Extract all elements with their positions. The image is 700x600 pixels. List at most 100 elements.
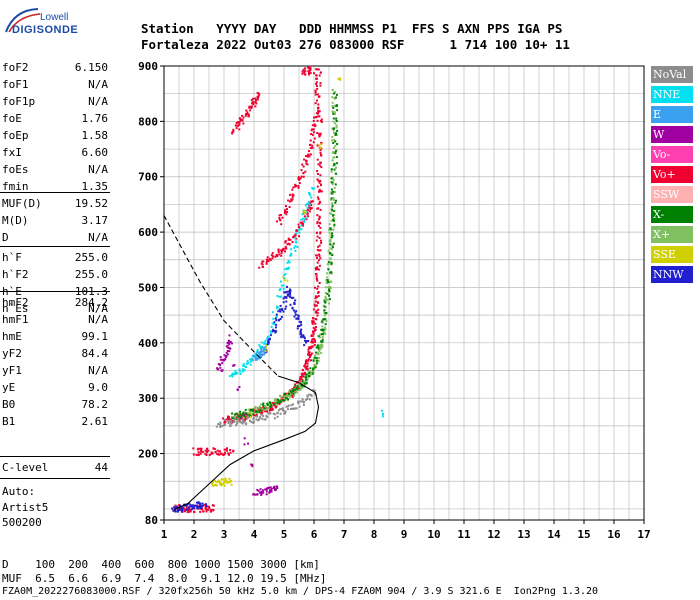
echo-point-sse [217,479,220,482]
echo-point-x- [275,403,278,406]
echo-point-x- [331,244,334,247]
echo-point-x- [336,109,339,112]
echo-point-vo- [270,409,273,411]
echo-point-nnw [280,307,283,310]
echo-point-x- [319,333,322,336]
param-separator [0,192,110,193]
echo-point-vo- [320,239,322,242]
echo-point-vo- [308,72,310,75]
echo-point-vo- [310,129,313,132]
echo-point-nnw [300,336,303,339]
echo-point-vo- [320,154,322,156]
echo-point-w [272,487,275,490]
legend-item-sse: SSE [651,246,693,263]
echo-point-nnw [275,319,278,322]
echo-point-x- [331,214,334,217]
echo-point-nne [308,200,311,203]
echo-point-nnw [199,502,202,505]
echo-point-noval [252,417,255,419]
echo-point-vo- [316,144,319,147]
echo-point-x- [316,346,319,349]
echo-point-vo- [314,102,317,105]
param-row: h`F 255.0 [2,250,108,265]
echo-point-x- [331,181,333,184]
echo-point-vo- [203,503,206,506]
echo-point-vo- [310,339,313,342]
echo-point-nnw [201,504,204,507]
echo-point-nnw [304,339,306,342]
param-row: foEp 1.58 [2,128,108,143]
echo-point-noval [306,398,309,400]
echo-point-x- [301,381,304,384]
echo-point-x- [288,393,291,395]
echo-point-x- [332,112,335,115]
echo-point-x- [332,106,335,109]
echo-point-vo- [285,213,288,216]
echo-point-nne [306,206,309,209]
echo-point-noval [221,425,224,427]
echo-point-x- [333,127,336,130]
echo-point-vo- [309,67,312,70]
echo-point-w [267,487,270,490]
echo-point-nnw [177,509,179,512]
echo-point-vo- [316,99,318,102]
echo-point-vo- [319,208,322,211]
echo-point-vo- [285,205,287,208]
y-tick-label: 900 [138,60,158,73]
echo-point-x- [331,88,334,91]
echo-point-nne [270,325,273,328]
echo-point-vo- [310,352,313,355]
param-name: foF1p [2,95,36,108]
echo-point-x- [308,370,311,373]
echo-point-noval [223,424,226,427]
echo-point-vo- [316,158,319,161]
param-value: 6.60 [81,146,109,159]
echo-point-vo- [205,507,208,510]
echo-point-nnw [289,303,292,306]
param-name: MUF(D) [2,197,42,210]
echo-point-nnw [277,319,280,322]
echo-point-w [221,361,224,364]
echo-point-noval [224,418,226,421]
echo-point-nne [235,372,238,375]
echo-point-w [260,493,263,496]
echo-point-x- [299,388,302,391]
echo-point-vo- [216,452,218,455]
echo-point-x- [252,411,255,414]
echo-point-vo- [319,257,322,260]
echo-point-x- [312,358,315,361]
echo-point-x- [334,133,337,136]
echo-point-nnw [307,340,310,342]
echo-point-x- [300,384,303,387]
echo-point-vo- [216,449,219,452]
echo-point-vo- [305,155,308,157]
echo-point-x- [329,239,332,241]
echo-point-x- [324,318,327,321]
echo-point-vo- [219,450,221,453]
echo-point-nnw [181,508,184,511]
echo-point-nnw [192,504,194,507]
echo-point-vo- [310,346,313,349]
param-value: N/A [88,95,108,108]
x-tick-label: 13 [517,528,530,541]
y-tick-label: 200 [138,448,158,461]
echo-point-vo- [229,449,232,451]
echo-point-e [260,356,263,359]
echo-point-vo- [201,508,203,511]
echo-point-x- [333,156,336,159]
echo-point-vo- [319,174,322,177]
echo-point-vo- [302,224,305,227]
echo-point-vo- [315,275,318,278]
echo-point-vo- [265,262,268,265]
echo-point-x- [272,402,275,405]
echo-point-noval [241,418,244,421]
echo-point-x- [309,374,311,376]
echo-point-noval [247,416,250,419]
echo-point-vo- [280,252,283,255]
echo-point-w [243,414,246,416]
echo-point-vo- [232,130,235,133]
echo-point-vo- [285,247,288,250]
echo-point-vo- [235,127,238,130]
echo-point-vo- [302,175,305,178]
echo-point-x- [243,411,246,414]
